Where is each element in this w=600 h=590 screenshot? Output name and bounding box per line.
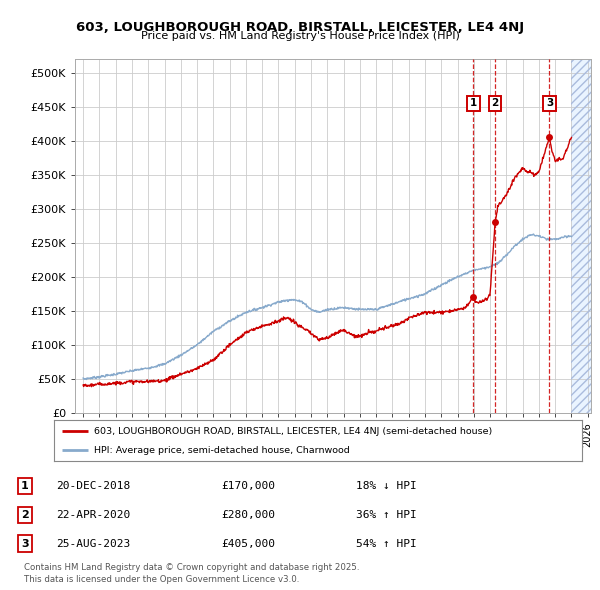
Bar bbox=[571, 59, 591, 413]
Text: 20-DEC-2018: 20-DEC-2018 bbox=[56, 481, 131, 491]
Text: £405,000: £405,000 bbox=[221, 539, 275, 549]
Text: 3: 3 bbox=[21, 539, 28, 549]
Text: 3: 3 bbox=[546, 99, 553, 108]
Text: Contains HM Land Registry data © Crown copyright and database right 2025.
This d: Contains HM Land Registry data © Crown c… bbox=[24, 563, 359, 584]
Text: 1: 1 bbox=[21, 481, 29, 491]
Text: HPI: Average price, semi-detached house, Charnwood: HPI: Average price, semi-detached house,… bbox=[94, 445, 349, 455]
Text: 1: 1 bbox=[470, 99, 477, 108]
Text: 18% ↓ HPI: 18% ↓ HPI bbox=[356, 481, 417, 491]
Bar bbox=[571, 59, 591, 413]
Text: 2: 2 bbox=[491, 99, 499, 108]
Text: 25-AUG-2023: 25-AUG-2023 bbox=[56, 539, 131, 549]
Text: 54% ↑ HPI: 54% ↑ HPI bbox=[356, 539, 417, 549]
Text: 2: 2 bbox=[21, 510, 29, 520]
Text: 603, LOUGHBOROUGH ROAD, BIRSTALL, LEICESTER, LE4 4NJ: 603, LOUGHBOROUGH ROAD, BIRSTALL, LEICES… bbox=[76, 21, 524, 34]
Text: 22-APR-2020: 22-APR-2020 bbox=[56, 510, 131, 520]
Text: £280,000: £280,000 bbox=[221, 510, 275, 520]
Text: Price paid vs. HM Land Registry's House Price Index (HPI): Price paid vs. HM Land Registry's House … bbox=[140, 31, 460, 41]
Text: 36% ↑ HPI: 36% ↑ HPI bbox=[356, 510, 417, 520]
Text: 603, LOUGHBOROUGH ROAD, BIRSTALL, LEICESTER, LE4 4NJ (semi-detached house): 603, LOUGHBOROUGH ROAD, BIRSTALL, LEICES… bbox=[94, 427, 492, 436]
Text: £170,000: £170,000 bbox=[221, 481, 275, 491]
